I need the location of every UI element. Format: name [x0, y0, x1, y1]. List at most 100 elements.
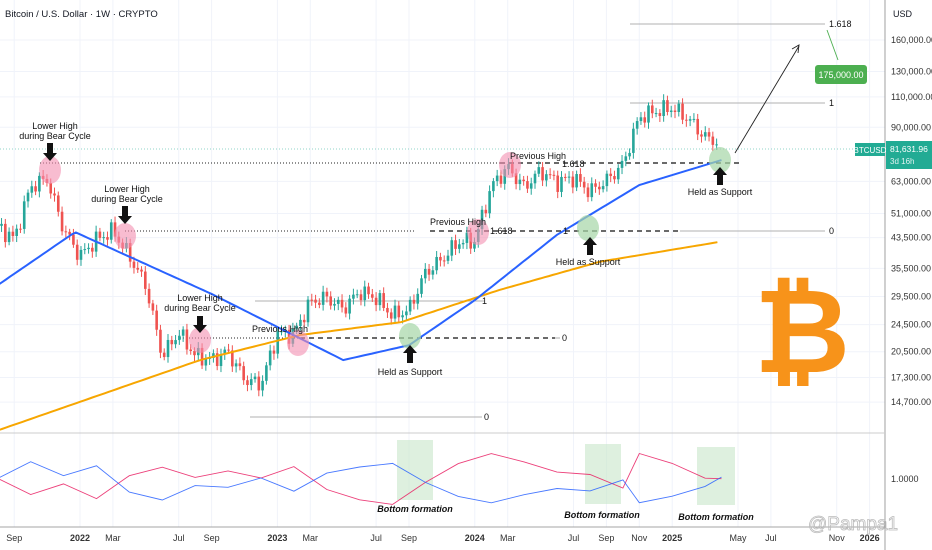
highlight-circles	[39, 147, 731, 356]
candle-body	[75, 244, 79, 260]
candle-body	[703, 132, 707, 137]
fib-label: 0	[484, 412, 489, 422]
candle-body	[219, 354, 223, 367]
candle-body	[545, 174, 548, 181]
symbol-text: BTCUSD	[854, 146, 887, 155]
candle-body	[548, 174, 552, 176]
candle-body	[185, 329, 189, 350]
candle-body	[249, 379, 253, 386]
candle-body	[299, 319, 302, 327]
time-tick-label: Nov	[829, 533, 846, 543]
price-badge	[886, 141, 932, 169]
ma-50-line	[0, 159, 722, 362]
candle-body	[484, 209, 488, 214]
candle-body	[60, 211, 64, 232]
candle-body	[613, 176, 616, 180]
candle-body	[109, 222, 113, 240]
candle-body	[340, 299, 344, 308]
candle-body	[401, 315, 404, 318]
candle-body	[590, 183, 594, 198]
candle-body	[257, 376, 261, 391]
candle-body	[685, 119, 688, 121]
annotation-bottom-formation: Bottom formation	[377, 504, 453, 514]
candle-body	[348, 298, 351, 314]
time-tick-label: Mar	[303, 533, 319, 543]
arrow-icons	[43, 143, 727, 363]
candle-body	[669, 110, 673, 112]
time-tick-label: 2023	[267, 533, 287, 543]
candle-body	[465, 232, 469, 243]
annotation-held-support: Held as Support	[378, 367, 443, 377]
candle-body	[435, 256, 438, 271]
time-tick-label: Mar	[500, 533, 516, 543]
candle-body	[480, 209, 484, 229]
price-tick-label: 14,700.00	[891, 397, 931, 407]
candle-body	[38, 175, 41, 192]
candle-body	[265, 365, 268, 381]
candle-body	[371, 294, 374, 298]
annotation-bottom-formation: Bottom formation	[564, 510, 640, 520]
price-tick-label: 63,000.00	[891, 176, 931, 186]
candle-body	[166, 339, 170, 358]
time-ticks: Sep 2022 Mar Jul Sep 2023 Mar Jul Sep 2024 Mar Jul S…	[6, 533, 879, 543]
price-ticks: 160,000.00 130,000.00 110,000.00 90,000.00 6…	[891, 35, 932, 407]
price-axis[interactable]	[885, 0, 932, 550]
candle-body	[53, 193, 56, 196]
candle-body	[382, 293, 385, 308]
current-price: 81,631.96	[890, 144, 928, 154]
candle-body	[19, 228, 22, 230]
candle-body	[677, 103, 681, 112]
candle-body	[605, 173, 609, 187]
candle-body	[688, 119, 692, 121]
price-tick-label: 20,500.00	[891, 347, 931, 357]
candle-body	[272, 350, 276, 354]
lower-indicator-pane	[0, 452, 722, 505]
bitcoin-logo-icon: ₿	[754, 262, 850, 400]
time-tick-label: May	[729, 533, 747, 543]
bottom-formation-zone	[397, 440, 433, 500]
candle-body	[624, 156, 628, 161]
annotation-lower-high: Lower High	[104, 184, 150, 194]
candle-body	[87, 247, 90, 250]
candle-body	[147, 288, 151, 304]
annotation-lower-high: Lower High	[177, 293, 223, 303]
fib-label: 1.618	[829, 19, 852, 29]
candle-body	[681, 103, 684, 120]
candle-body	[159, 329, 162, 353]
candle-body	[234, 363, 238, 367]
price-tick-label: 35,500.00	[891, 263, 931, 273]
fib-label: 1.618	[490, 226, 513, 236]
candle-body	[628, 152, 631, 157]
candle-body	[310, 299, 314, 301]
currency-label: USD	[893, 9, 913, 19]
candle-body	[567, 176, 571, 178]
arrow-down-icon	[118, 206, 132, 224]
fib-label: 1.618	[562, 159, 585, 169]
time-tick-label: Sep	[6, 533, 22, 543]
time-tick-label: 2026	[860, 533, 880, 543]
candle-body	[306, 299, 310, 323]
indicator-line-blue	[0, 461, 722, 504]
candle-body	[635, 121, 639, 129]
candle-body	[389, 312, 393, 319]
time-tick-label: Jul	[173, 533, 185, 543]
annotation-bear-cycle: during Bear Cycle	[164, 303, 236, 313]
candle-body	[170, 339, 174, 345]
lower-tick: 1.0000	[891, 474, 919, 484]
annotation-lower-high: Lower High	[32, 121, 78, 131]
candle-body	[242, 366, 245, 381]
candle-body	[408, 299, 412, 312]
candle-body	[106, 237, 109, 240]
candle-body	[321, 291, 325, 305]
candle-body	[68, 231, 71, 235]
candle-body	[643, 117, 647, 123]
fib-label: 0	[829, 226, 834, 236]
candle-body	[11, 231, 15, 236]
arrow-down-icon	[193, 316, 207, 333]
candle-body	[526, 181, 529, 189]
candle-body	[431, 270, 435, 275]
candle-body	[503, 169, 507, 184]
candle-body	[616, 167, 620, 180]
price-tick-label: 43,500.00	[891, 233, 931, 243]
